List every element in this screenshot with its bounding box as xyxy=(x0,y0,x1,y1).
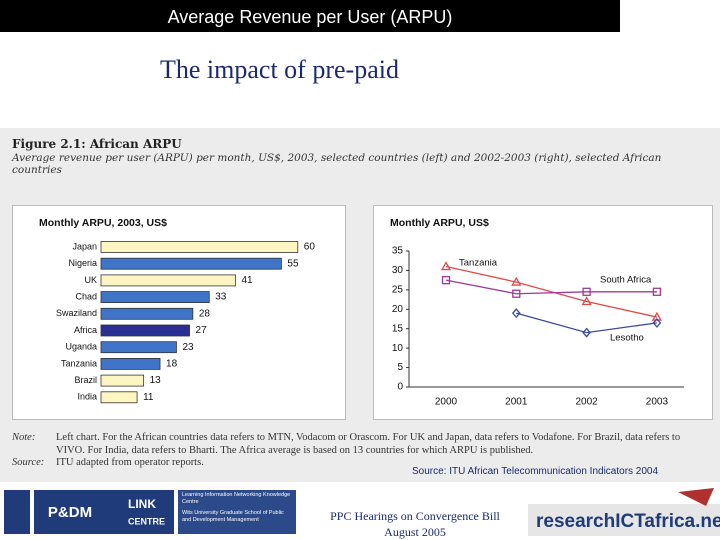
logo-arrow xyxy=(678,488,714,506)
logo-right: researchICTafrica.net xyxy=(528,488,720,536)
value-label: 55 xyxy=(287,258,299,269)
line-chart: Monthly ARPU, US$ 0 5 10 15 20 25 30 35 2000 2001… xyxy=(390,217,684,408)
marker xyxy=(582,287,591,296)
y-tick-label: 20 xyxy=(392,304,404,315)
value-label: 33 xyxy=(215,292,227,303)
note-key: Note: xyxy=(12,432,36,443)
marker xyxy=(512,289,521,298)
category-label: Africa xyxy=(74,325,97,335)
category-label: India xyxy=(77,392,97,402)
logo-centre: CENTRE xyxy=(128,516,165,526)
figure-heading: Figure 2.1: African ARPU xyxy=(12,137,182,151)
source: ITU adapted from operator reports. xyxy=(56,457,204,468)
value-label: 13 xyxy=(150,375,162,386)
logo-bg xyxy=(528,504,720,536)
x-tick-label: 2000 xyxy=(435,397,458,408)
chart-title: Monthly ARPU, 2003, US$ xyxy=(39,217,167,229)
y-tick-label: 35 xyxy=(392,246,404,257)
y-tick-label: 10 xyxy=(392,343,404,354)
logo-pdm: P&DM xyxy=(48,504,92,521)
series-line xyxy=(516,312,657,334)
logo-link: LINK xyxy=(128,497,156,511)
bar xyxy=(100,357,161,370)
value-label: 23 xyxy=(182,342,194,353)
value-label: 41 xyxy=(241,275,253,286)
series-label: Lesotho xyxy=(610,333,644,344)
bar xyxy=(100,391,138,404)
value-label: 28 xyxy=(199,308,211,319)
bar xyxy=(100,274,236,287)
chart-frame: Monthly ARPU, 2003, US$ Japan 60 Nigeria 55… xyxy=(12,205,346,420)
footer-line: August 2005 xyxy=(384,525,446,539)
x-tick-label: 2003 xyxy=(646,397,669,408)
x-tick-label: 2001 xyxy=(505,397,528,408)
logo-desc: Learning Information Networking Knowledg… xyxy=(182,492,291,523)
figure-caption: Average revenue per user (ARPU) per mont… xyxy=(12,152,662,176)
chart-frame: Monthly ARPU, US$ 0 5 10 15 20 25 30 35 2000 2001… xyxy=(373,205,713,420)
marker xyxy=(652,287,662,296)
series-line xyxy=(445,279,657,295)
marker xyxy=(651,311,663,321)
category-label: Uganda xyxy=(65,342,97,352)
logo-link-desc: Learning Information Networking Knowledg… xyxy=(182,492,291,505)
marker xyxy=(581,296,592,306)
marker xyxy=(511,276,522,286)
value-label: 18 xyxy=(166,359,178,370)
category-label: Chad xyxy=(75,291,97,301)
bar xyxy=(100,324,190,337)
y-tick-label: 0 xyxy=(397,382,403,393)
note: Left chart. For the African countries da… xyxy=(56,432,681,456)
bar xyxy=(100,374,145,387)
bar xyxy=(100,257,282,270)
logo-bg xyxy=(178,490,296,534)
x-tick-label: 2002 xyxy=(575,397,598,408)
marker xyxy=(652,317,662,328)
footer-line: PPC Hearings on Convergence Bill xyxy=(330,509,500,523)
logo-bg xyxy=(34,490,174,534)
bar xyxy=(100,291,210,303)
logo-research: researchICTafrica.net xyxy=(536,511,720,532)
category-label: Nigeria xyxy=(68,258,97,268)
slide-title: Average Revenue per User (ARPU) xyxy=(0,0,620,32)
series-label: Tanzania xyxy=(459,258,498,269)
source-line: Source: ITU African Telecommunication In… xyxy=(412,466,659,477)
slide-subtitle: The impact of pre-paid xyxy=(160,55,399,84)
value-label: 27 xyxy=(196,325,208,336)
bar xyxy=(100,307,194,320)
series-line xyxy=(445,265,658,318)
bar xyxy=(100,241,299,253)
value-label: 11 xyxy=(143,392,154,403)
y-tick-label: 25 xyxy=(392,284,404,295)
bar xyxy=(100,341,177,354)
category-label: Swaziland xyxy=(56,308,97,318)
marker xyxy=(582,327,591,338)
y-tick-label: 5 xyxy=(397,362,403,373)
logo-wits: Wits University Graduate School of Publi… xyxy=(182,510,284,523)
value-label: 60 xyxy=(304,242,316,253)
bar-chart: Monthly ARPU, 2003, US$ Japan 60 Nigeria 55… xyxy=(39,217,316,404)
marker xyxy=(511,308,521,319)
category-label: Japan xyxy=(72,241,97,251)
crest xyxy=(4,490,30,534)
y-tick-label: 30 xyxy=(392,265,404,276)
logos-left: P&DM LINK CENTRE Learning Information Ne… xyxy=(4,490,296,534)
series-label: South Africa xyxy=(600,275,652,286)
category-label: Brazil xyxy=(74,375,97,385)
source-key: Source: xyxy=(12,457,45,468)
chart-title: Monthly ARPU, US$ xyxy=(390,217,489,229)
marker xyxy=(440,261,452,271)
marker xyxy=(441,275,451,285)
y-tick-label: 15 xyxy=(392,323,404,334)
category-label: UK xyxy=(84,275,97,285)
category-label: Tanzania xyxy=(61,358,97,368)
